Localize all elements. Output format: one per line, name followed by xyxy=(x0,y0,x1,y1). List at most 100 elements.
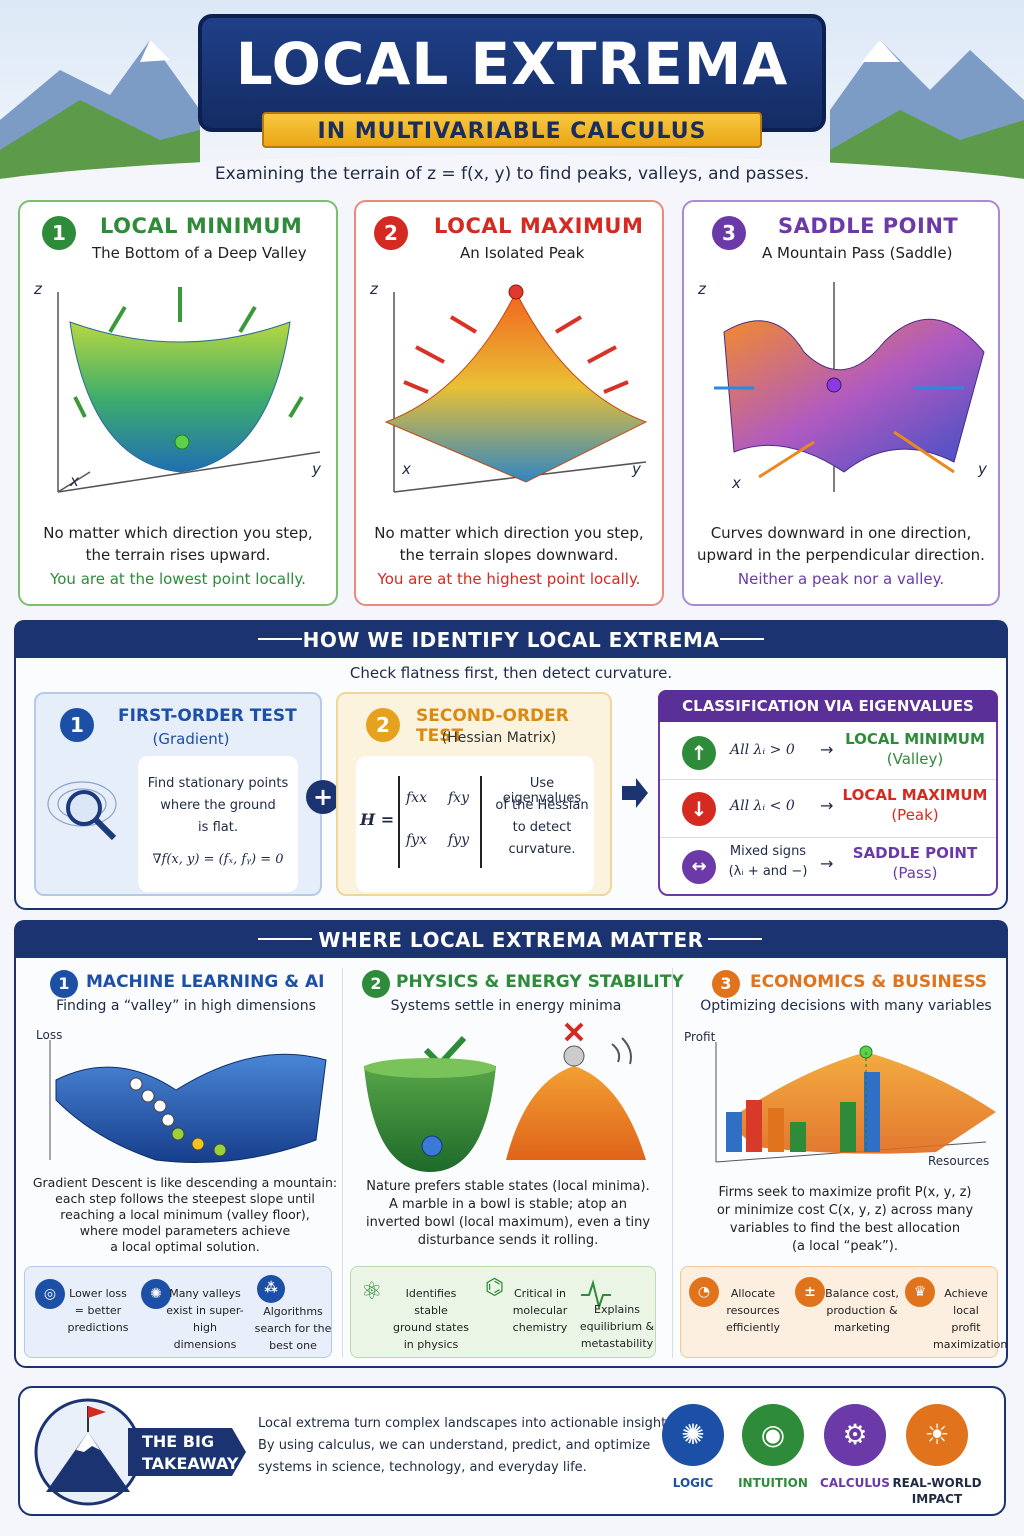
card-subtitle: An Isolated Peak xyxy=(460,244,585,262)
economics-text-1: Firms seek to maximize profit P(x, y, z) xyxy=(718,1185,972,1200)
identify-subtitle: Check flatness first, then detect curvat… xyxy=(349,664,673,682)
header-rule-left xyxy=(258,938,312,940)
target-icon: ◎ xyxy=(35,1279,65,1309)
second-order-line-2: of the Hessian xyxy=(495,798,589,813)
hessian-fyy: fyy xyxy=(448,832,469,848)
resources-axis-label: Resources xyxy=(928,1154,990,1168)
hessian-fyx: fyx xyxy=(406,832,427,848)
x-axis-label: x xyxy=(70,472,79,490)
card-highlight: You are at the lowest point locally. xyxy=(50,570,306,588)
matter-section-header: WHERE LOCAL EXTREMA MATTER xyxy=(14,920,1008,958)
economics-feature-1: Allocate resources efficiently xyxy=(717,1285,789,1336)
plus-icon: + xyxy=(306,780,340,814)
card-saddle-point: 3 SADDLE POINT A Mountain Pass (Saddle) … xyxy=(682,200,1000,606)
hessian-matrix: fxx fxy fyx fyy xyxy=(398,776,482,868)
classification-arrow: → xyxy=(820,796,834,815)
card-local-minimum: 1 LOCAL MINIMUM The Bottom of a Deep Val… xyxy=(18,200,338,606)
second-order-subtitle: (Hessian Matrix) xyxy=(441,730,557,746)
footprints-icon: ⁂ xyxy=(257,1275,285,1303)
second-order-line-4: curvature. xyxy=(508,842,576,857)
card-text-line-1: No matter which direction you step, xyxy=(43,524,313,542)
identify-section-header: HOW WE IDENTIFY LOCAL EXTREMA xyxy=(14,620,1008,658)
second-order-title: SECOND-ORDER TEST xyxy=(416,706,569,746)
physics-feature-2-l2: molecular xyxy=(512,1304,568,1317)
header-rule-right xyxy=(720,638,764,640)
ml-text-4: where model parameters achieve xyxy=(79,1223,291,1238)
classification-result-sub: (Valley) xyxy=(886,750,944,768)
economics-title: ECONOMICS & BUSINESS xyxy=(750,972,988,992)
brain-icon: ✺ xyxy=(141,1279,171,1309)
lightbulb-icon: ☀ xyxy=(906,1404,968,1466)
economics-text-3: variables to find the best allocation xyxy=(729,1221,961,1236)
z-axis-label: z xyxy=(698,280,706,298)
clipboard-icon: ± xyxy=(795,1277,825,1307)
economics-features: ◔ Allocate resources efficiently ± Balance… xyxy=(680,1266,1007,1358)
ml-number: 1 xyxy=(50,970,78,998)
matter-section: WHERE LOCAL EXTREMA MATTER 1 MACHINE LEA… xyxy=(14,920,1008,1368)
classification-row-min: ↑ All λᵢ > 0 → LOCAL MINIMUM (Valley) xyxy=(660,724,996,780)
z-axis-label: z xyxy=(34,280,42,298)
mountain-flag-icon xyxy=(34,1398,246,1506)
card-text-line-2: upward in the perpendicular direction. xyxy=(697,546,985,564)
ml-feature-2-l1: Many valleys xyxy=(169,1287,241,1300)
physics-features: ⚛ Identifies stable ground states in physi… xyxy=(350,1266,656,1358)
economics-feature-1-l1: Allocate xyxy=(730,1287,776,1300)
physics-feature-1-l1: Identifies stable xyxy=(405,1287,457,1317)
takeaway-text-3: systems in science, technology, and ever… xyxy=(258,1460,587,1475)
classification-result-sub: (Pass) xyxy=(892,864,938,882)
classification-box: CLASSIFICATION VIA EIGENVALUES ↑ All λᵢ … xyxy=(658,690,998,896)
column-divider xyxy=(342,968,343,1358)
card-text-line-2: the terrain rises upward. xyxy=(85,546,271,564)
ml-feature-2: Many valleys exist in super-high dimensio… xyxy=(163,1285,247,1353)
card-subtitle: A Mountain Pass (Saddle) xyxy=(762,244,953,262)
left-right-arrow-icon: ↔ xyxy=(682,850,716,884)
header-rule-left xyxy=(258,638,302,640)
card-title: LOCAL MAXIMUM xyxy=(434,214,644,238)
economics-feature-3-l1: Achieve local xyxy=(944,1287,988,1317)
eye-icon: ◉ xyxy=(742,1404,804,1466)
x-axis-label: x xyxy=(732,474,741,492)
classification-arrow: → xyxy=(820,740,834,759)
saddle-surface-illustration xyxy=(714,282,985,492)
magnifier-icon xyxy=(47,781,117,841)
card-title: SADDLE POINT xyxy=(778,214,959,238)
classification-result: LOCAL MAXIMUM xyxy=(842,786,988,804)
molecule-icon: ⌬ xyxy=(485,1275,505,1300)
physics-text-4: disturbance sends it rolling. xyxy=(417,1233,599,1248)
economics-feature-3-l2: profit xyxy=(951,1321,981,1334)
ml-feature-3: Algorithms search for the best one xyxy=(253,1303,333,1354)
hessian-fxy: fxy xyxy=(448,790,469,806)
economics-number: 3 xyxy=(712,970,740,998)
gradient-formula: ∇f(x, y) = (fₓ, fᵧ) = 0 xyxy=(152,852,284,867)
ml-feature-3-l2: search for the xyxy=(254,1322,332,1335)
ml-subtitle: Finding a “valley” in high dimensions xyxy=(56,998,316,1014)
y-axis-label: y xyxy=(312,460,321,478)
trophy-icon: ♛ xyxy=(905,1277,935,1307)
physics-feature-2-l1: Critical in xyxy=(514,1287,566,1300)
takeaway-icon-label: LOGIC xyxy=(672,1476,714,1490)
first-order-line-1: Find stationary points xyxy=(147,776,289,791)
takeaway-label-2: TAKEAWAY xyxy=(142,1454,239,1473)
ml-text-3: reaching a local minimum (valley floor), xyxy=(60,1207,310,1222)
card-highlight: You are at the highest point locally. xyxy=(377,570,641,588)
physics-feature-1-l2: ground states xyxy=(392,1321,469,1334)
second-order-number: 2 xyxy=(366,708,400,742)
ml-feature-1-l2: = better xyxy=(74,1304,122,1317)
y-axis-label: y xyxy=(978,460,987,478)
classification-row-max: ↓ All λᵢ < 0 → LOCAL MAXIMUM (Peak) xyxy=(660,780,996,838)
second-order-line-3: to detect xyxy=(512,820,572,835)
physics-feature-2-l3: chemistry xyxy=(512,1321,568,1334)
economics-text-4: (a local “peak”). xyxy=(791,1239,898,1254)
economics-feature-1-l3: efficiently xyxy=(725,1321,781,1334)
down-arrow-icon: ↓ xyxy=(682,792,716,826)
economics-text-2: or minimize cost C(x, y, z) across many xyxy=(716,1203,974,1218)
atom-icon: ⚛ xyxy=(361,1277,383,1305)
card-number: 3 xyxy=(712,216,746,250)
economics-feature-3: Achieve local profit maximization xyxy=(933,1285,1007,1353)
ml-feature-1: Lower loss = better predictions xyxy=(63,1285,133,1336)
brain-icon: ✺ xyxy=(662,1404,724,1466)
page-title: LOCAL EXTREMA xyxy=(235,30,789,98)
physics-feature-3: Explains equilibrium & metastability xyxy=(579,1301,655,1352)
first-order-line-2: where the ground xyxy=(160,798,276,813)
loss-landscape-illustration xyxy=(49,1040,327,1163)
